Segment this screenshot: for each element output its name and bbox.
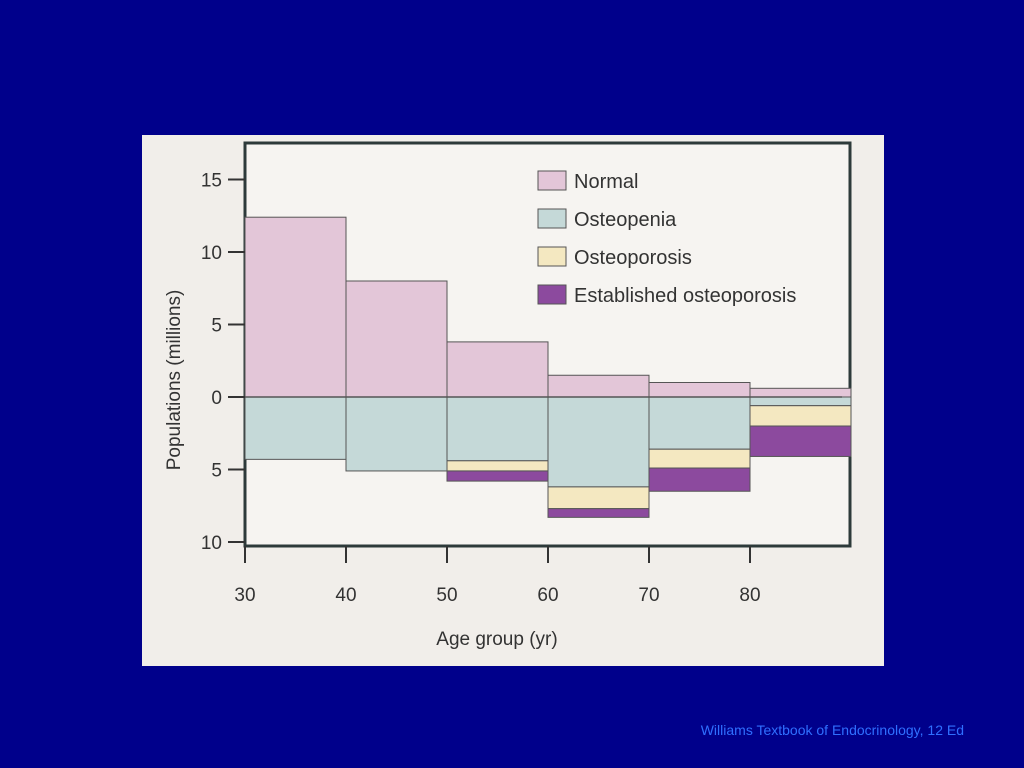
bar-established-osteoporosis-60 — [547, 508, 650, 518]
legend-label-established-osteoporosis: Established osteoporosis — [574, 285, 796, 307]
y-tick-label: 5 — [211, 316, 222, 337]
bar-osteoporosis-50 — [446, 460, 549, 472]
legend-label-osteopenia: Osteopenia — [574, 209, 677, 231]
bar-osteopenia-50 — [446, 396, 549, 462]
bar-normal-50 — [446, 341, 549, 398]
y-tick-label: 5 — [211, 461, 222, 482]
y-ticks: 15 10 5 0 5 10 — [201, 171, 245, 554]
y-axis-label: Populations (millions) — [164, 290, 185, 471]
x-axis-label: Age group (yr) — [436, 629, 557, 650]
bar-normal-40 — [345, 280, 448, 398]
bar-established-osteoporosis-80 — [749, 425, 852, 457]
legend-swatch-established-osteoporosis — [537, 284, 567, 305]
source-caption: Williams Textbook of Endocrinology, 12 E… — [700, 722, 964, 738]
legend-label-osteoporosis: Osteoporosis — [574, 247, 692, 269]
legend-label-normal: Normal — [574, 171, 638, 193]
bar-osteopenia-80 — [749, 396, 852, 407]
bar-osteopenia-40 — [345, 396, 448, 472]
bar-established-osteoporosis-70 — [648, 467, 751, 492]
bar-established-osteoporosis-50 — [446, 470, 549, 482]
bar-normal-80 — [749, 387, 852, 398]
bar-normal-60 — [547, 374, 650, 398]
x-tick-label: 30 — [234, 585, 255, 606]
bar-osteopenia-70 — [648, 396, 751, 450]
bar-normal-30 — [244, 216, 347, 398]
x-ticks: 30 40 50 60 70 80 — [234, 546, 761, 606]
y-tick-label: 10 — [201, 243, 222, 264]
y-tick-label: 0 — [211, 388, 222, 409]
y-tick-label: 10 — [201, 533, 222, 554]
bar-osteoporosis-60 — [547, 486, 650, 510]
legend-swatch-normal — [537, 170, 567, 191]
bar-osteoporosis-70 — [648, 448, 751, 469]
legend: Normal Osteopenia Osteoporosis Established … — [537, 170, 796, 307]
x-tick-label: 50 — [436, 585, 457, 606]
y-tick-label: 15 — [201, 171, 222, 192]
bar-osteopenia-60 — [547, 396, 650, 488]
x-tick-label: 80 — [739, 585, 760, 606]
x-tick-label: 60 — [537, 585, 558, 606]
figure-panel: 15 10 5 0 5 10 30 40 50 60 70 80 Normal Osteopenia O… — [142, 135, 884, 666]
x-tick-label: 70 — [638, 585, 659, 606]
bar-osteopenia-30 — [244, 396, 347, 460]
bars-layer — [244, 216, 852, 518]
legend-swatch-osteopenia — [537, 208, 567, 229]
legend-swatch-osteoporosis — [537, 246, 567, 267]
bar-normal-70 — [648, 382, 751, 398]
bar-osteoporosis-80 — [749, 405, 852, 427]
x-tick-label: 40 — [335, 585, 356, 606]
